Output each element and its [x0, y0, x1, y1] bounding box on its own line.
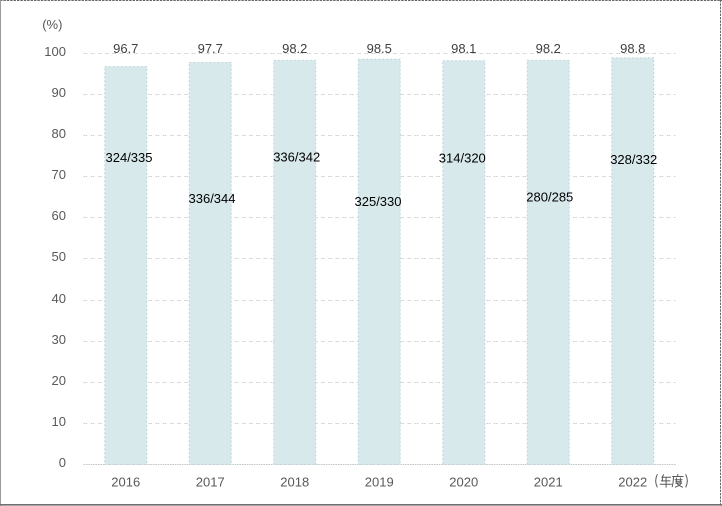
- svg-text:336/342: 336/342: [273, 149, 320, 164]
- svg-text:60: 60: [52, 208, 66, 223]
- svg-text:10: 10: [52, 414, 66, 429]
- svg-text:96.7: 96.7: [113, 41, 138, 56]
- svg-text:324/335: 324/335: [106, 150, 153, 165]
- svg-text:100: 100: [44, 44, 66, 59]
- svg-text:2019: 2019: [365, 475, 394, 490]
- svg-text:98.1: 98.1: [451, 41, 476, 56]
- svg-text:2017: 2017: [196, 475, 225, 490]
- svg-text:0: 0: [59, 455, 66, 470]
- svg-text:20: 20: [52, 373, 66, 388]
- svg-text:80: 80: [52, 126, 66, 141]
- svg-text:2018: 2018: [280, 475, 309, 490]
- svg-text:2022: 2022: [618, 475, 647, 490]
- svg-text:325/330: 325/330: [355, 194, 402, 209]
- svg-text:2020: 2020: [449, 475, 478, 490]
- svg-text:98.8: 98.8: [620, 41, 645, 56]
- svg-text:97.7: 97.7: [198, 41, 223, 56]
- svg-text:2016: 2016: [111, 475, 140, 490]
- svg-text:(%): (%): [42, 17, 62, 32]
- svg-text:40: 40: [52, 291, 66, 306]
- svg-text:2021: 2021: [534, 475, 563, 490]
- svg-text:98.2: 98.2: [282, 41, 307, 56]
- svg-text:70: 70: [52, 167, 66, 182]
- svg-text:98.5: 98.5: [367, 41, 392, 56]
- svg-text:98.2: 98.2: [536, 41, 561, 56]
- svg-text:336/344: 336/344: [189, 191, 236, 206]
- svg-text:50: 50: [52, 249, 66, 264]
- svg-text:280/285: 280/285: [526, 190, 573, 205]
- svg-text:30: 30: [52, 332, 66, 347]
- svg-text:328/332: 328/332: [610, 152, 657, 167]
- svg-text:314/320: 314/320: [439, 150, 486, 165]
- svg-text:90: 90: [52, 85, 66, 100]
